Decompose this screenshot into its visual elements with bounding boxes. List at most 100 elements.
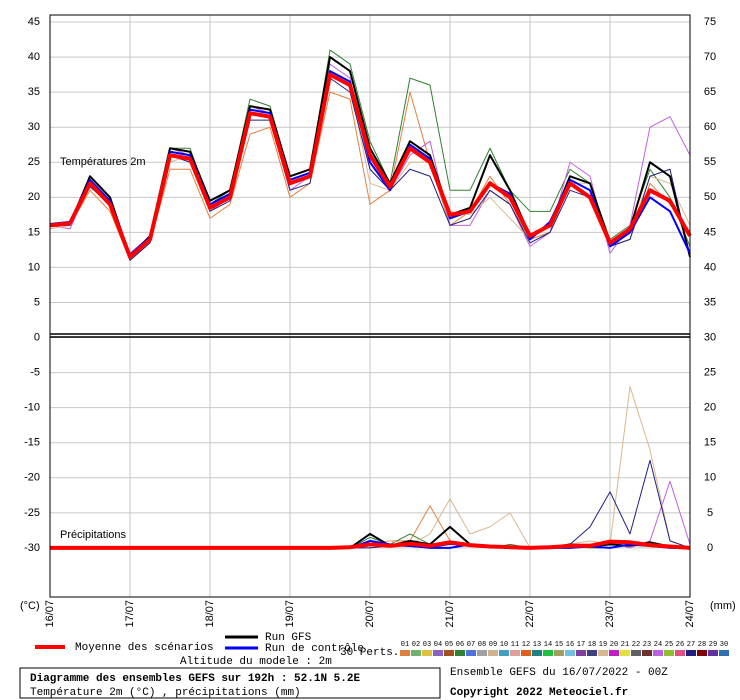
- perturbation-label: 30: [720, 641, 728, 649]
- perturbation-swatch: [631, 650, 641, 656]
- y2-tick-label: 65: [704, 86, 716, 98]
- perturbation-swatch: [433, 650, 443, 656]
- y-tick-label: -15: [24, 437, 40, 449]
- perturbation-swatch: [620, 650, 630, 656]
- altitude: Altitude du modele : 2m: [180, 656, 332, 668]
- y-tick-label: 40: [28, 51, 40, 63]
- perturbation-label: 13: [533, 641, 541, 649]
- perturbation-swatch: [708, 650, 718, 656]
- perturbation-swatch: [477, 650, 487, 656]
- y2-tick-label: 5: [707, 507, 713, 519]
- y-tick-label: 5: [34, 296, 40, 308]
- perturbation-swatch: [466, 650, 476, 656]
- y2-tick-label: 50: [704, 191, 716, 203]
- perturbation-label: 24: [654, 641, 662, 649]
- perturbation-swatch: [609, 650, 619, 656]
- x-tick-label: 23/07: [604, 600, 616, 628]
- y2-axis-label: (mm): [710, 600, 736, 612]
- perturbation-swatch: [488, 650, 498, 656]
- plot-frame: [49, 14, 691, 598]
- x-tick-label: 22/07: [524, 600, 536, 628]
- perturbation-label: 19: [599, 641, 607, 649]
- perturbation-label: 27: [687, 641, 695, 649]
- perturbation-swatch: [543, 650, 553, 656]
- y-tick-label: -25: [24, 507, 40, 519]
- legend-label: Run GFS: [265, 632, 312, 644]
- x-tick-label: 18/07: [204, 600, 216, 628]
- perturbation-swatch: [642, 650, 652, 656]
- perturbation-label: 08: [478, 641, 486, 649]
- perturbation-swatch: [565, 650, 575, 656]
- x-tick-label: 17/07: [124, 600, 136, 628]
- y-tick-label: 45: [28, 16, 40, 28]
- y2-tick-label: 70: [704, 51, 716, 63]
- perturbation-label: 05: [445, 641, 453, 649]
- y2-tick-label: 60: [704, 121, 716, 133]
- perturbation-label: 25: [665, 641, 673, 649]
- perturbation-label: 12: [522, 641, 530, 649]
- perturbation-swatch: [532, 650, 542, 656]
- chart-title: Diagramme des ensembles GEFS sur 192h : …: [30, 673, 360, 685]
- y2-tick-label: 75: [704, 16, 716, 28]
- perturbation-swatch: [444, 650, 454, 656]
- perturbation-label: 02: [412, 641, 420, 649]
- x-tick-label: 24/07: [684, 600, 696, 628]
- perturbation-label: 22: [632, 641, 640, 649]
- y-axis-label: (°C): [20, 600, 40, 612]
- legend-label: Moyenne des scénarios: [75, 642, 214, 654]
- y-tick-label: 20: [28, 191, 40, 203]
- y-tick-label: 15: [28, 226, 40, 238]
- y2-tick-label: 30: [704, 331, 716, 343]
- perturbation-label: 04: [434, 641, 442, 649]
- perturbation-label: 16: [566, 641, 574, 649]
- perturbation-label: 14: [544, 641, 552, 649]
- temperature-line: [49, 72, 692, 259]
- perturbation-swatch: [521, 650, 531, 656]
- perturbation-swatch: [686, 650, 696, 656]
- x-tick-label: 20/07: [364, 600, 376, 628]
- y-tick-label: 10: [28, 261, 40, 273]
- perturbation-label: 06: [456, 641, 464, 649]
- perturbation-label: 10: [500, 641, 508, 649]
- perturbation-label: 20: [610, 641, 618, 649]
- perturbation-swatch: [675, 650, 685, 656]
- y2-tick-label: 25: [704, 367, 716, 379]
- y2-tick-label: 35: [704, 296, 716, 308]
- perturbation-swatch: [697, 650, 707, 656]
- perturbation-label: 11: [511, 641, 519, 649]
- y2-tick-label: 45: [704, 226, 716, 238]
- perturbation-swatch: [719, 650, 729, 656]
- x-tick-label: 19/07: [284, 600, 296, 628]
- y2-tick-label: 40: [704, 261, 716, 273]
- perturbation-swatch: [400, 650, 410, 656]
- perturbation-label: 21: [621, 641, 629, 649]
- y2-tick-label: 15: [704, 437, 716, 449]
- run-info: Ensemble GEFS du 16/07/2022 - 00Z: [450, 667, 668, 679]
- perturbation-swatch: [576, 650, 586, 656]
- perturbation-swatch: [554, 650, 564, 656]
- perturbation-swatch: [455, 650, 465, 656]
- y-tick-label: -5: [30, 367, 40, 379]
- perturbation-label: 23: [643, 641, 651, 649]
- annotation: Températures 2m: [60, 156, 146, 168]
- annotation: Précipitations: [60, 529, 127, 541]
- perturbation-swatch: [598, 650, 608, 656]
- precipitation-line: [50, 539, 691, 550]
- y-tick-label: -10: [24, 402, 40, 414]
- perturbation-label: 09: [489, 641, 497, 649]
- perturbation-swatch: [653, 650, 663, 656]
- perturbation-swatch: [510, 650, 520, 656]
- perturbation-label: 18: [588, 641, 596, 649]
- perturbation-count: 30 Perts.: [340, 647, 399, 659]
- y-tick-label: -20: [24, 472, 40, 484]
- y-tick-label: 0: [34, 331, 40, 343]
- perturbation-swatch: [664, 650, 674, 656]
- info-box: [19, 667, 441, 699]
- x-tick-label: 21/07: [444, 600, 456, 628]
- y2-tick-label: 10: [704, 472, 716, 484]
- perturbation-swatch: [499, 650, 509, 656]
- perturbation-label: 03: [423, 641, 431, 649]
- y2-tick-label: 55: [704, 156, 716, 168]
